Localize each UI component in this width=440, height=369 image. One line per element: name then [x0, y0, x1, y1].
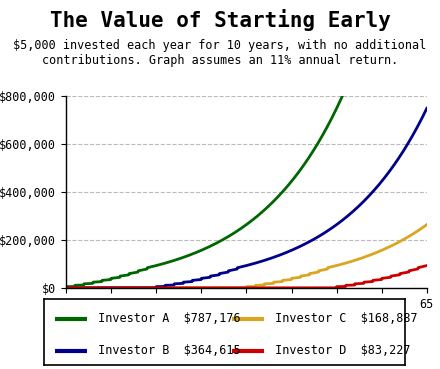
Text: Investor B  $364,615: Investor B $364,615: [91, 344, 241, 357]
Text: Investor D  $83,227: Investor D $83,227: [268, 344, 410, 357]
X-axis label: Age: Age: [233, 316, 260, 331]
Text: The Value of Starting Early: The Value of Starting Early: [50, 9, 390, 31]
Text: Investor C  $168,887: Investor C $168,887: [268, 312, 417, 325]
Text: $5,000 invested each year for 10 years, with no additional
contributions. Graph : $5,000 invested each year for 10 years, …: [13, 39, 427, 67]
Text: Investor A  $787,176: Investor A $787,176: [91, 312, 241, 325]
